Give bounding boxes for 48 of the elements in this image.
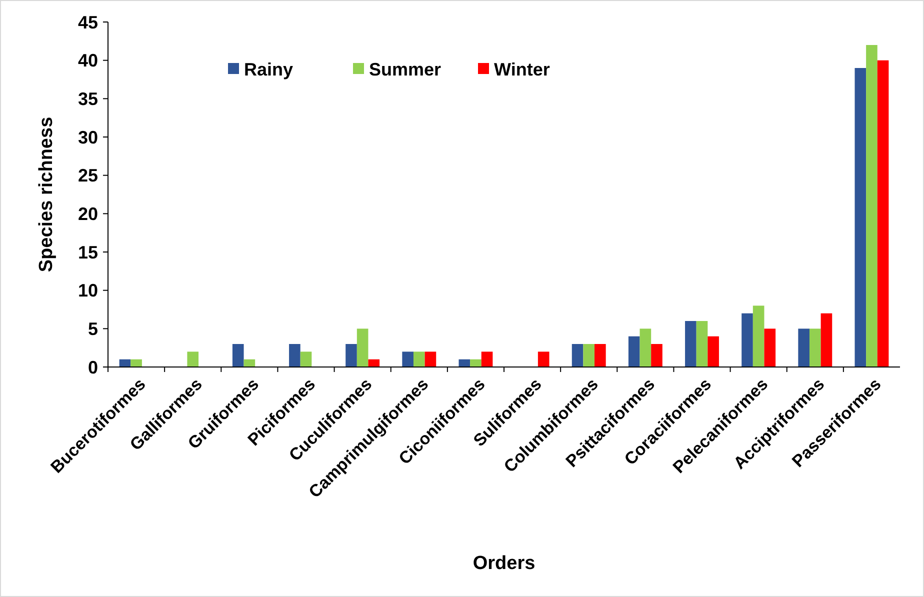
y-tick-label: 45	[78, 12, 98, 32]
bar	[356, 328, 368, 367]
bar	[628, 336, 640, 367]
bar	[651, 344, 662, 367]
bar	[798, 328, 810, 367]
y-tick-label: 20	[78, 204, 98, 224]
bar	[572, 344, 584, 367]
y-tick-label: 0	[88, 357, 98, 378]
bar	[346, 344, 357, 367]
bar	[696, 321, 708, 367]
bar	[130, 359, 142, 367]
bar	[232, 344, 244, 367]
y-tick-label: 25	[78, 166, 98, 186]
y-tick-label: 35	[78, 88, 98, 109]
bar	[413, 352, 425, 367]
bar	[300, 352, 312, 367]
bar	[764, 328, 776, 367]
bar	[368, 359, 380, 367]
bar	[470, 359, 482, 367]
bar	[685, 321, 696, 367]
bar	[640, 328, 652, 367]
x-axis-title: Orders	[472, 553, 536, 574]
legend-label: Rainy	[244, 59, 294, 80]
legend-label: Summer	[369, 59, 442, 80]
bar	[289, 344, 300, 367]
bar	[538, 352, 550, 367]
bar	[424, 352, 436, 367]
y-tick-label: 40	[78, 50, 98, 71]
y-tick-label: 5	[88, 318, 98, 339]
bar	[809, 328, 821, 367]
bar	[877, 60, 889, 367]
y-tick-label: 10	[78, 280, 98, 301]
y-tick-label: 30	[78, 127, 98, 148]
bar	[583, 344, 595, 367]
y-axis-title: Species richness	[36, 116, 57, 272]
bar	[458, 359, 470, 367]
bar	[708, 336, 719, 367]
bar	[752, 306, 764, 367]
y-tick-label: 15	[78, 242, 98, 262]
bar	[402, 352, 414, 367]
legend-label: Winter	[494, 59, 550, 80]
bar	[481, 352, 493, 367]
bar	[187, 352, 199, 367]
bar	[866, 45, 878, 367]
bar	[820, 313, 832, 367]
bar	[854, 68, 866, 367]
bar	[742, 313, 753, 367]
bar	[594, 344, 606, 367]
